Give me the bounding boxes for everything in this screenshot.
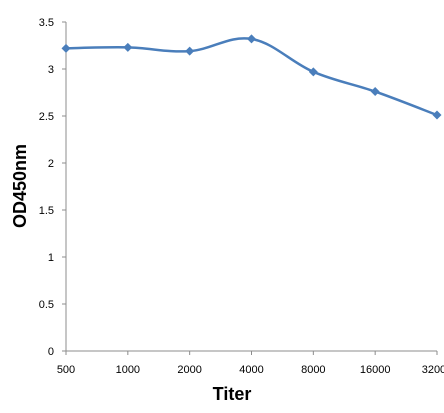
- x-tick-label: 2000: [177, 364, 201, 376]
- y-tick-label: 0.5: [39, 299, 54, 311]
- x-axis-ticks: 500 1000 2000 4000 8000 16000 32000: [57, 351, 444, 376]
- x-tick-label: 8000: [301, 364, 325, 376]
- data-point-marker: [432, 110, 442, 120]
- y-axis-ticks: 0 0.5 1 1.5 2 2.5 3 3.5: [39, 17, 66, 358]
- x-tick-label: 500: [57, 364, 75, 376]
- x-tick-label: 16000: [360, 364, 391, 376]
- series-markers: [61, 34, 442, 120]
- x-tick-label: 32000: [422, 364, 444, 376]
- data-point-marker: [247, 34, 256, 44]
- data-point-marker: [123, 42, 133, 52]
- y-tick-label: 1: [48, 252, 54, 264]
- data-point-marker: [185, 46, 195, 56]
- y-tick-label: 3: [48, 64, 54, 76]
- y-axis-title: OD450nm: [10, 144, 30, 228]
- y-tick-label: 2.5: [39, 111, 54, 123]
- x-tick-label: 1000: [116, 364, 140, 376]
- series-line: [65, 37, 438, 117]
- y-tick-label: 1.5: [39, 205, 54, 217]
- x-tick-label: 4000: [239, 364, 263, 376]
- y-tick-label: 0: [48, 346, 54, 358]
- y-tick-label: 3.5: [39, 17, 54, 29]
- data-point-marker: [370, 87, 380, 97]
- data-point-marker: [308, 67, 318, 77]
- data-point-marker: [61, 43, 71, 53]
- y-tick-label: 2: [48, 158, 54, 170]
- x-axis-title: Titer: [213, 384, 252, 404]
